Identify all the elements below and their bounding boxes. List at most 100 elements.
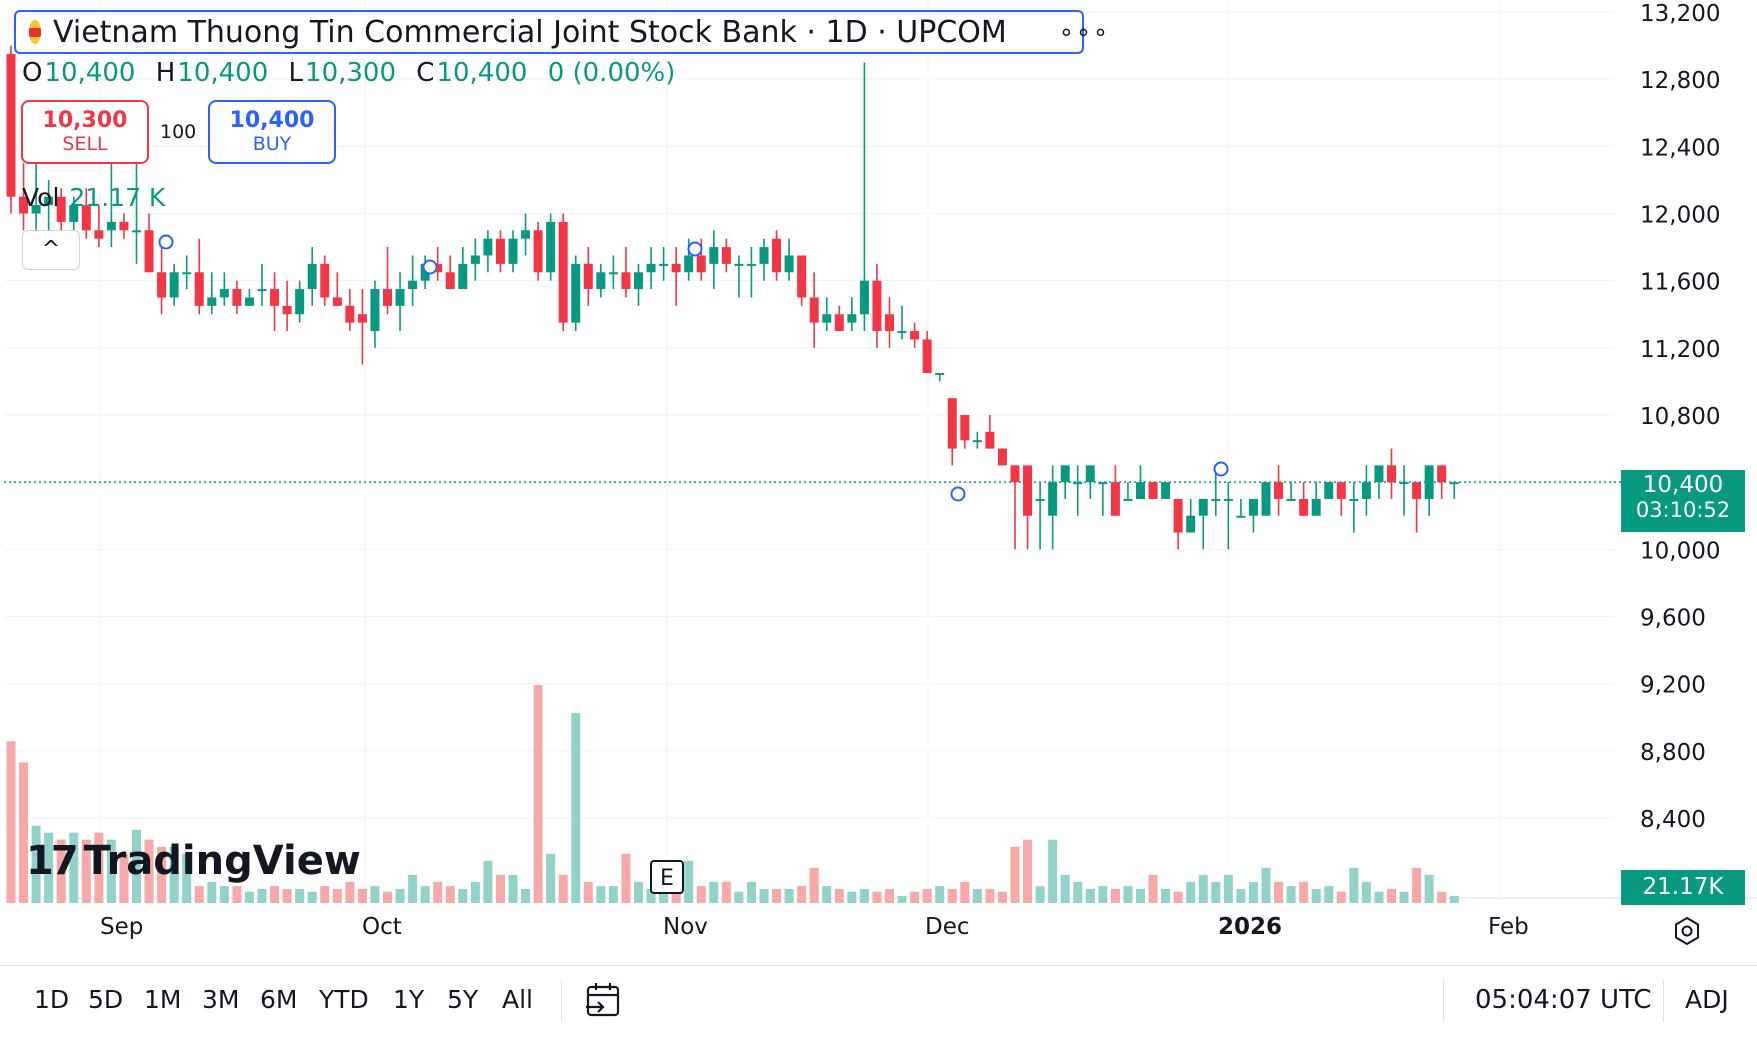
volume-bar <box>19 762 29 903</box>
candle-body <box>320 263 330 298</box>
candle-body <box>696 255 706 273</box>
symbol-title-bar[interactable]: Vietnam Thuong Tin Commercial Joint Stoc… <box>14 10 1108 54</box>
volume-bar <box>621 853 631 903</box>
buy-button[interactable]: 10,400 BUY <box>208 100 336 164</box>
price-tick-label: 8,800 <box>1640 740 1706 766</box>
candle-body <box>935 373 945 376</box>
volume-legend-value: 21.17 K <box>69 183 166 212</box>
price-tick-label: 12,400 <box>1640 135 1720 161</box>
candle-body <box>885 314 894 332</box>
candle-body <box>960 415 970 441</box>
candle-body <box>1274 482 1284 499</box>
price-tick-label: 8,400 <box>1640 807 1706 833</box>
candle-body <box>458 263 468 290</box>
volume-bar <box>1424 874 1434 903</box>
range-1y-button[interactable]: 1Y <box>393 985 425 1014</box>
volume-bar <box>1336 891 1346 903</box>
volume-bar <box>1048 839 1058 903</box>
candle-body <box>1361 482 1371 499</box>
candle-body <box>847 314 857 323</box>
range-5y-button[interactable]: 5Y <box>447 985 479 1014</box>
candle-body <box>31 205 41 214</box>
volume-bar <box>859 888 869 903</box>
volume-bar <box>709 881 719 903</box>
candle-body <box>596 272 606 290</box>
symbol-title: Vietnam Thuong Tin Commercial Joint Stoc… <box>53 14 1007 50</box>
collapse-legend-button[interactable]: ^ <box>22 230 80 270</box>
candle-body <box>1198 498 1208 516</box>
candle-body <box>1060 465 1070 483</box>
candle-body <box>81 205 91 231</box>
date-range-calendar-icon[interactable] <box>583 980 623 1020</box>
volume-bar <box>332 888 342 903</box>
range-1d-button[interactable]: 1D <box>34 985 70 1014</box>
candle-body <box>56 196 66 222</box>
volume-bar <box>1412 867 1422 903</box>
adjust-data-button[interactable]: ADJ <box>1685 985 1729 1014</box>
order-quantity[interactable]: 100 <box>160 121 197 143</box>
chart-canvas[interactable]: 13,200 12,800 12,400 12,000 11,600 11,200 10,8… <box>0 0 1757 965</box>
volume-bar <box>1085 888 1095 903</box>
volume-bar <box>357 888 367 903</box>
volume-bar <box>282 888 292 903</box>
candle-body <box>646 263 656 273</box>
range-6m-button[interactable]: 6M <box>260 985 298 1014</box>
candle-body <box>1123 498 1133 501</box>
volume-bar <box>533 685 543 903</box>
candle-body <box>157 272 167 298</box>
range-ytd-button[interactable]: YTD <box>319 985 369 1014</box>
volume-bar <box>1161 888 1171 903</box>
time-tick-label: Dec <box>925 914 970 940</box>
candle-body <box>709 247 719 264</box>
volume-bar <box>634 881 643 903</box>
volume-bar <box>797 886 807 903</box>
axis-settings-icon[interactable] <box>1672 916 1702 946</box>
range-5d-button[interactable]: 5D <box>88 985 124 1014</box>
candle-body <box>119 221 129 231</box>
volume-bar <box>1136 888 1145 903</box>
volume-bar <box>270 886 280 903</box>
volume-bar <box>408 874 418 903</box>
volume-bar <box>1123 886 1133 903</box>
utc-clock[interactable]: 05:04:07 UTC <box>1475 985 1652 1015</box>
volume-legend-label: Vol <box>22 183 60 212</box>
candle-body <box>1286 498 1296 501</box>
candle-body <box>1223 498 1233 501</box>
range-all-button[interactable]: All <box>502 985 533 1014</box>
candle-body <box>1048 482 1058 516</box>
candle-body <box>94 230 104 239</box>
candle-body <box>1374 465 1384 483</box>
volume-bar <box>495 874 505 903</box>
price-tick-label: 9,600 <box>1640 606 1706 632</box>
candle-body <box>1035 498 1045 501</box>
candle-body <box>558 221 568 323</box>
range-3m-button[interactable]: 3M <box>202 985 240 1014</box>
more-options-icon[interactable]: ∘∘∘ <box>1058 18 1110 46</box>
volume-bar <box>508 874 518 903</box>
volume-bar <box>684 860 694 903</box>
volume-bar <box>872 891 882 903</box>
earnings-event-marker[interactable]: E <box>650 860 684 894</box>
price-tick-label: 12,000 <box>1640 203 1720 229</box>
candle-body <box>219 289 229 298</box>
candle-body <box>483 238 493 256</box>
volume-bar <box>232 886 242 903</box>
volume-bar <box>307 891 317 903</box>
range-1m-button[interactable]: 1M <box>144 985 182 1014</box>
candle-body <box>1261 482 1271 516</box>
volume-bar <box>972 888 982 903</box>
price-tick-label: 10,000 <box>1640 538 1720 564</box>
candle-body <box>1186 515 1196 533</box>
candle-body <box>144 230 154 273</box>
toolbar-divider <box>1443 980 1444 1022</box>
candle-body <box>784 255 794 273</box>
candle-body <box>445 272 455 290</box>
volume-bar <box>583 881 593 903</box>
dividend-marker-icon <box>158 234 174 250</box>
candle-body <box>947 398 957 449</box>
volume-bar <box>809 867 819 903</box>
sell-button[interactable]: 10,300 SELL <box>21 100 149 164</box>
watermark-text: TradingView <box>83 838 361 884</box>
candle-body <box>671 263 681 273</box>
volume-bar <box>420 886 430 903</box>
